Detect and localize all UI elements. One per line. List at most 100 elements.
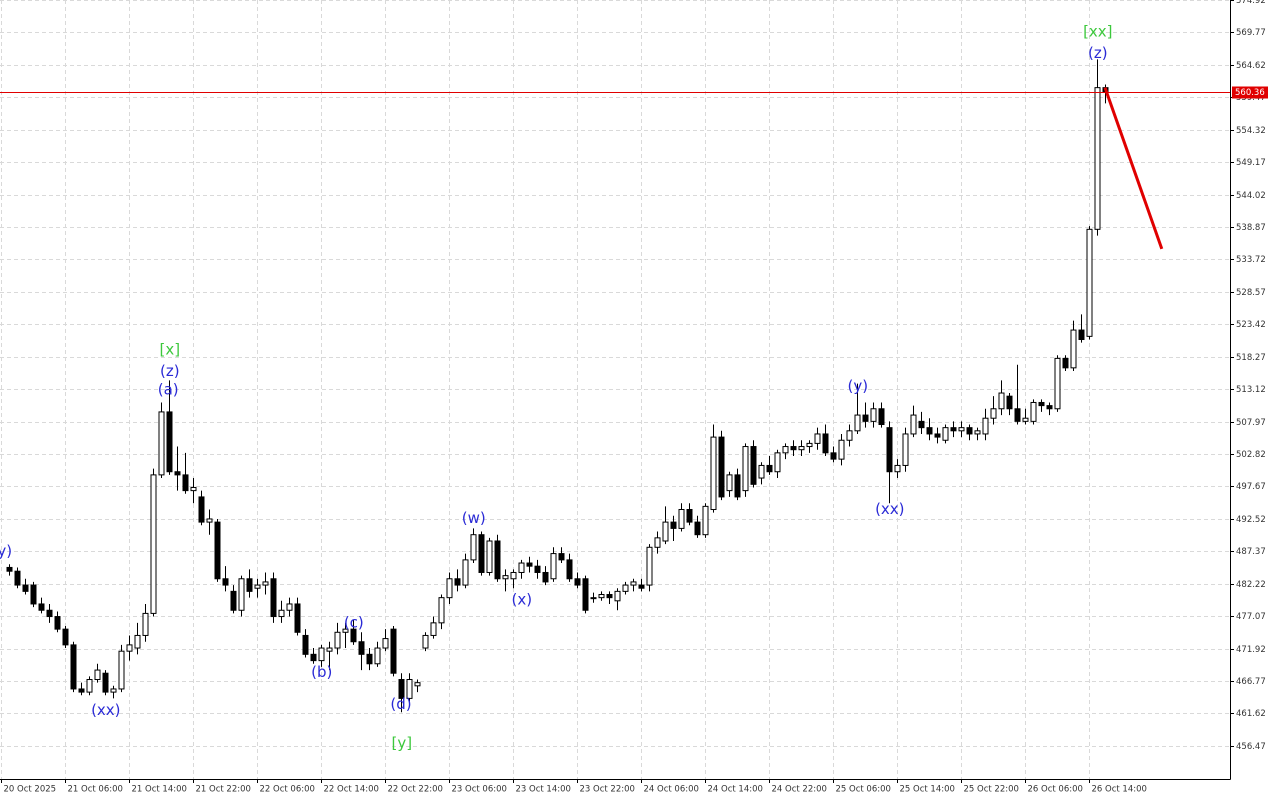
candle-body bbox=[494, 540, 501, 580]
candle-body bbox=[1062, 357, 1069, 369]
x-tick-label: 22 Oct 06:00 bbox=[260, 785, 315, 795]
candle-body bbox=[38, 603, 45, 611]
candle-body bbox=[86, 679, 93, 693]
y-tick-label: 466.77 bbox=[1236, 677, 1266, 687]
candle-body bbox=[518, 562, 525, 573]
y-tick-label: 513.12 bbox=[1236, 385, 1266, 395]
candle-body bbox=[1022, 417, 1029, 422]
candle-body bbox=[262, 581, 269, 586]
wave-label: (d) bbox=[390, 695, 411, 713]
candle-body bbox=[822, 433, 829, 454]
candle-body bbox=[566, 559, 573, 580]
candle-body bbox=[774, 452, 781, 473]
candle-body bbox=[1078, 329, 1085, 341]
candle-body bbox=[30, 584, 37, 605]
candle-body bbox=[214, 521, 221, 580]
candle-body bbox=[198, 496, 205, 523]
candle-body bbox=[174, 471, 181, 476]
candle-body bbox=[422, 634, 429, 649]
wave-label: (c) bbox=[344, 613, 364, 631]
candle-body bbox=[766, 464, 773, 473]
y-tick-label: 471.92 bbox=[1236, 645, 1266, 655]
wave-label: (y) bbox=[848, 377, 869, 395]
candle-body bbox=[438, 597, 445, 624]
candle-body bbox=[1014, 408, 1021, 422]
candle-body bbox=[558, 553, 565, 561]
candle-body bbox=[1030, 401, 1037, 422]
candle-body bbox=[110, 688, 117, 693]
wave-label: (a) bbox=[158, 380, 179, 398]
candle-body bbox=[334, 631, 341, 649]
candle-body bbox=[782, 446, 789, 454]
candle-body bbox=[1070, 329, 1077, 369]
candle-body bbox=[574, 578, 581, 586]
candle-body bbox=[462, 559, 469, 586]
candle-body bbox=[486, 540, 493, 573]
candle-body bbox=[302, 634, 309, 655]
candle-body bbox=[78, 688, 85, 693]
wave-label: (x) bbox=[512, 591, 533, 609]
candle-body bbox=[294, 603, 301, 633]
y-tick-label: 487.37 bbox=[1236, 547, 1266, 557]
wave-label: (b) bbox=[311, 663, 332, 681]
candle-body bbox=[926, 427, 933, 435]
y-tick-label: 533.72 bbox=[1236, 255, 1266, 265]
x-tick-label: 26 Oct 06:00 bbox=[1028, 785, 1083, 795]
x-tick-label: 24 Oct 14:00 bbox=[708, 785, 763, 795]
candle-body bbox=[182, 474, 189, 492]
candle-body bbox=[862, 414, 869, 422]
grid bbox=[0, 0, 1230, 779]
wave-label: [y] bbox=[392, 734, 413, 752]
candle-body bbox=[998, 392, 1005, 410]
x-tick-label: 24 Oct 22:00 bbox=[772, 785, 827, 795]
candle-body bbox=[870, 408, 877, 422]
candle-body bbox=[166, 411, 173, 473]
candle-body bbox=[454, 578, 461, 586]
candle-body bbox=[246, 578, 253, 592]
candle-body bbox=[238, 578, 245, 611]
candle-body bbox=[126, 644, 133, 652]
x-tick-label: 25 Oct 06:00 bbox=[836, 785, 891, 795]
candle-body bbox=[326, 647, 333, 652]
candle-body bbox=[686, 509, 693, 523]
candle-body bbox=[286, 603, 293, 611]
candle-body bbox=[902, 433, 909, 466]
candle-body bbox=[14, 570, 21, 586]
candle-body bbox=[350, 628, 357, 643]
candle-body bbox=[270, 578, 277, 618]
candle-body bbox=[630, 581, 637, 586]
candle-body bbox=[1054, 357, 1061, 410]
candle-body bbox=[374, 647, 381, 665]
candle-body bbox=[470, 534, 477, 561]
candle-body bbox=[734, 474, 741, 498]
candle-body bbox=[118, 650, 125, 690]
y-tick-label: 518.27 bbox=[1236, 353, 1266, 363]
candle-body bbox=[6, 566, 13, 572]
candle-body bbox=[854, 414, 861, 432]
candle-body bbox=[710, 436, 717, 511]
candle-body bbox=[102, 672, 109, 693]
wave-label: (z) bbox=[160, 362, 180, 380]
candle-body bbox=[614, 590, 621, 602]
y-tick-label: 456.47 bbox=[1236, 742, 1266, 752]
candle-body bbox=[750, 446, 757, 485]
x-tick-label: 25 Oct 14:00 bbox=[900, 785, 955, 795]
plot-area: (y)[x](z)(a)(xx)(b)(c)(d)[y](w)(x)(y)(xx… bbox=[0, 23, 1230, 752]
candle-body bbox=[190, 486, 197, 492]
candle-body bbox=[310, 653, 317, 662]
x-tick-label: 23 Oct 14:00 bbox=[516, 785, 571, 795]
wave-label: [x] bbox=[160, 341, 181, 359]
candle-body bbox=[1038, 401, 1045, 407]
y-tick-label: 538.87 bbox=[1236, 223, 1266, 233]
candle-body bbox=[502, 575, 509, 580]
y-tick-label: 544.02 bbox=[1236, 191, 1266, 201]
candle-body bbox=[846, 430, 853, 441]
candle-body bbox=[830, 452, 837, 460]
candle-body bbox=[814, 433, 821, 444]
candle-body bbox=[358, 641, 365, 655]
candle-body bbox=[406, 679, 413, 699]
y-tick-label: 528.57 bbox=[1236, 288, 1266, 298]
